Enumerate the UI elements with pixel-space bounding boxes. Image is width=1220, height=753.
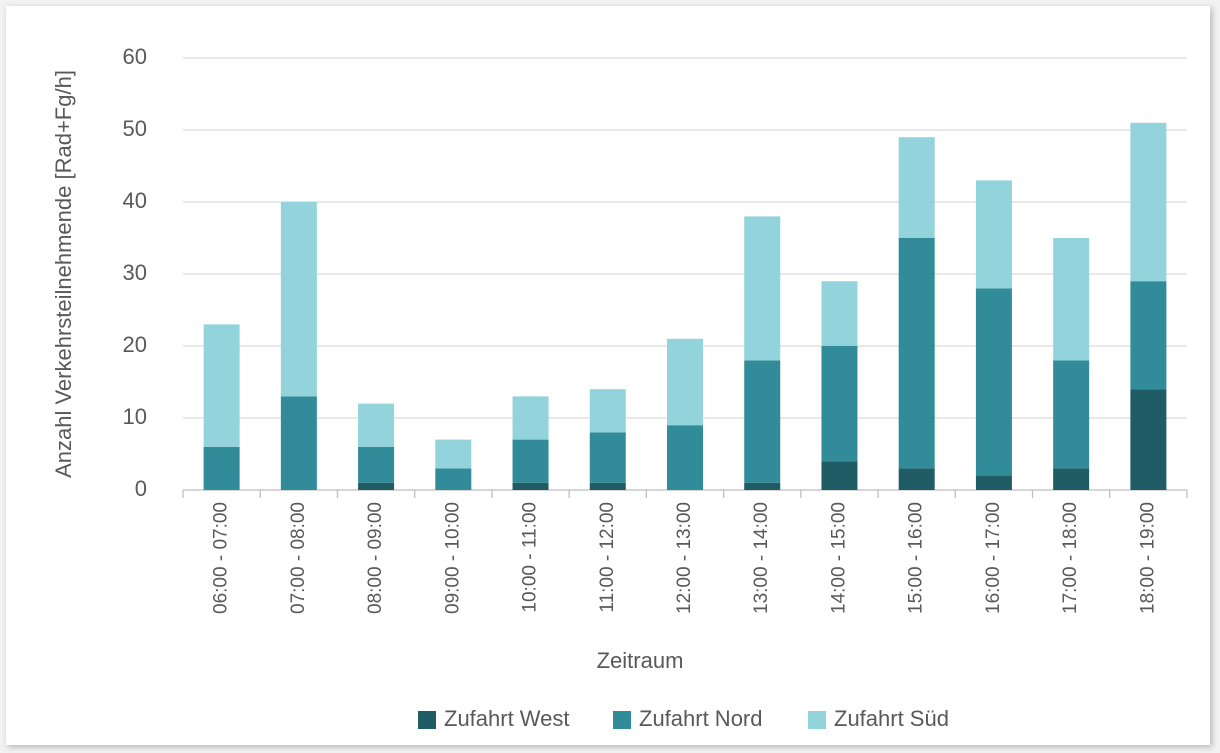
x-tick-label: 08:00 - 09:00	[365, 502, 386, 614]
x-tick-label: 09:00 - 10:00	[442, 502, 463, 614]
y-tick-label: 0	[135, 476, 147, 501]
bar-segment	[512, 439, 549, 483]
bar-segment	[1053, 238, 1090, 361]
bar-segment	[512, 396, 549, 440]
bar-segment	[1130, 389, 1167, 490]
bar-segment	[435, 468, 472, 490]
legend-swatch	[418, 711, 436, 729]
bar-segment	[821, 346, 858, 462]
bar-segment	[280, 396, 317, 490]
x-tick-label: 17:00 - 18:00	[1060, 502, 1081, 614]
bar-segment	[744, 216, 781, 361]
y-tick-label: 30	[123, 260, 147, 285]
x-tick-label: 15:00 - 16:00	[906, 502, 927, 614]
legend-swatch	[808, 711, 826, 729]
x-tick-label: 14:00 - 15:00	[828, 502, 849, 614]
bar-segment	[898, 137, 935, 238]
bar-segment	[821, 461, 858, 490]
x-tick-label: 06:00 - 07:00	[211, 502, 232, 614]
legend-label: Zufahrt Süd	[834, 706, 949, 731]
bar-segment	[1053, 468, 1090, 490]
bar-segment	[821, 281, 858, 346]
bar-segment	[358, 403, 395, 447]
bar-segment	[1053, 360, 1090, 469]
x-tick-label: 13:00 - 14:00	[751, 502, 772, 614]
bar-segment	[898, 238, 935, 469]
bar-segment	[203, 324, 240, 447]
x-tick-label: 16:00 - 17:00	[983, 502, 1004, 614]
legend-label: Zufahrt West	[444, 706, 570, 731]
y-tick-label: 40	[123, 188, 147, 213]
x-tick-label: 12:00 - 13:00	[674, 502, 695, 614]
bar-segment	[975, 288, 1012, 476]
bar-segment	[1130, 281, 1167, 390]
y-tick-label: 60	[123, 44, 147, 69]
x-tick-label: 11:00 - 12:00	[597, 502, 618, 613]
x-tick-label: 10:00 - 11:00	[520, 502, 541, 613]
legend-swatch	[613, 711, 631, 729]
x-tick-label: 18:00 - 19:00	[1137, 502, 1158, 614]
bar-segment	[975, 475, 1012, 490]
bar-segment	[744, 482, 781, 490]
y-axis-label: Anzahl Verkehrsteilnehmende [Rad+Fg/h]	[51, 70, 76, 478]
bar-segment	[589, 389, 626, 433]
bar-segment	[667, 425, 703, 490]
bar-segment	[589, 482, 626, 490]
y-tick-label: 50	[123, 116, 147, 141]
bar-segment	[358, 446, 395, 483]
bar-segment	[667, 338, 703, 426]
bar-segment	[744, 360, 781, 483]
x-tick-label: 07:00 - 08:00	[288, 502, 309, 614]
bar-segment	[975, 180, 1012, 289]
bar-segment	[898, 468, 935, 490]
y-tick-label: 10	[123, 404, 147, 429]
bar-segment	[280, 202, 317, 397]
bar-segment	[589, 432, 626, 483]
bar-segment	[1130, 122, 1167, 282]
legend-label: Zufahrt Nord	[639, 706, 763, 731]
bar-segment	[435, 439, 472, 469]
y-tick-label: 20	[123, 332, 147, 357]
bar-segment	[358, 482, 395, 490]
bar-segment	[203, 446, 240, 490]
x-axis-label: Zeitraum	[597, 648, 684, 673]
bar-segment	[512, 482, 549, 490]
